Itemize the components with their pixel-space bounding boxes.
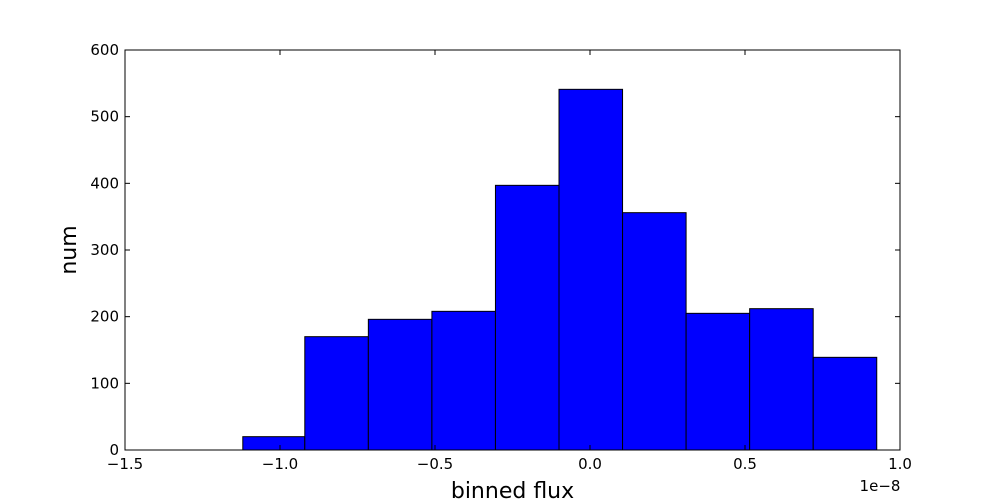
ticks-group: −1.5 −1.0 −0.5 0.0 0.5 1.0 0 100 200 300 400 500 600 [90, 41, 912, 473]
y-tick-label: 300 [90, 241, 119, 259]
x-axis-offset-label: 1e−8 [860, 477, 901, 495]
histogram-bar [304, 336, 369, 451]
histogram-bar [242, 436, 306, 451]
y-tick-label: 500 [90, 108, 119, 126]
y-tick-label: 100 [90, 374, 119, 392]
x-tick-label: 0.5 [733, 455, 757, 473]
histogram-bar [558, 88, 624, 451]
histogram-bar [622, 212, 687, 451]
y-tick-label: 600 [90, 41, 119, 59]
y-tick-label: 200 [90, 308, 119, 326]
x-tick-label: −0.5 [417, 455, 453, 473]
y-axis-label: num [57, 225, 82, 274]
x-tick-label: 1.0 [888, 455, 912, 473]
histogram-bar [494, 184, 560, 451]
x-tick-label: 0.0 [578, 455, 602, 473]
histogram-bar [749, 308, 814, 451]
histogram-bar [685, 312, 751, 451]
y-tick-label: 400 [90, 174, 119, 192]
histogram-bar [812, 356, 878, 451]
y-tick-label: 0 [109, 441, 119, 459]
histogram-bar [367, 318, 433, 451]
histogram-bar [431, 310, 496, 451]
x-axis-label: binned flux [451, 479, 574, 500]
x-tick-label: −1.0 [262, 455, 298, 473]
bars-group [242, 88, 878, 451]
x-tick-label: −1.5 [107, 455, 143, 473]
